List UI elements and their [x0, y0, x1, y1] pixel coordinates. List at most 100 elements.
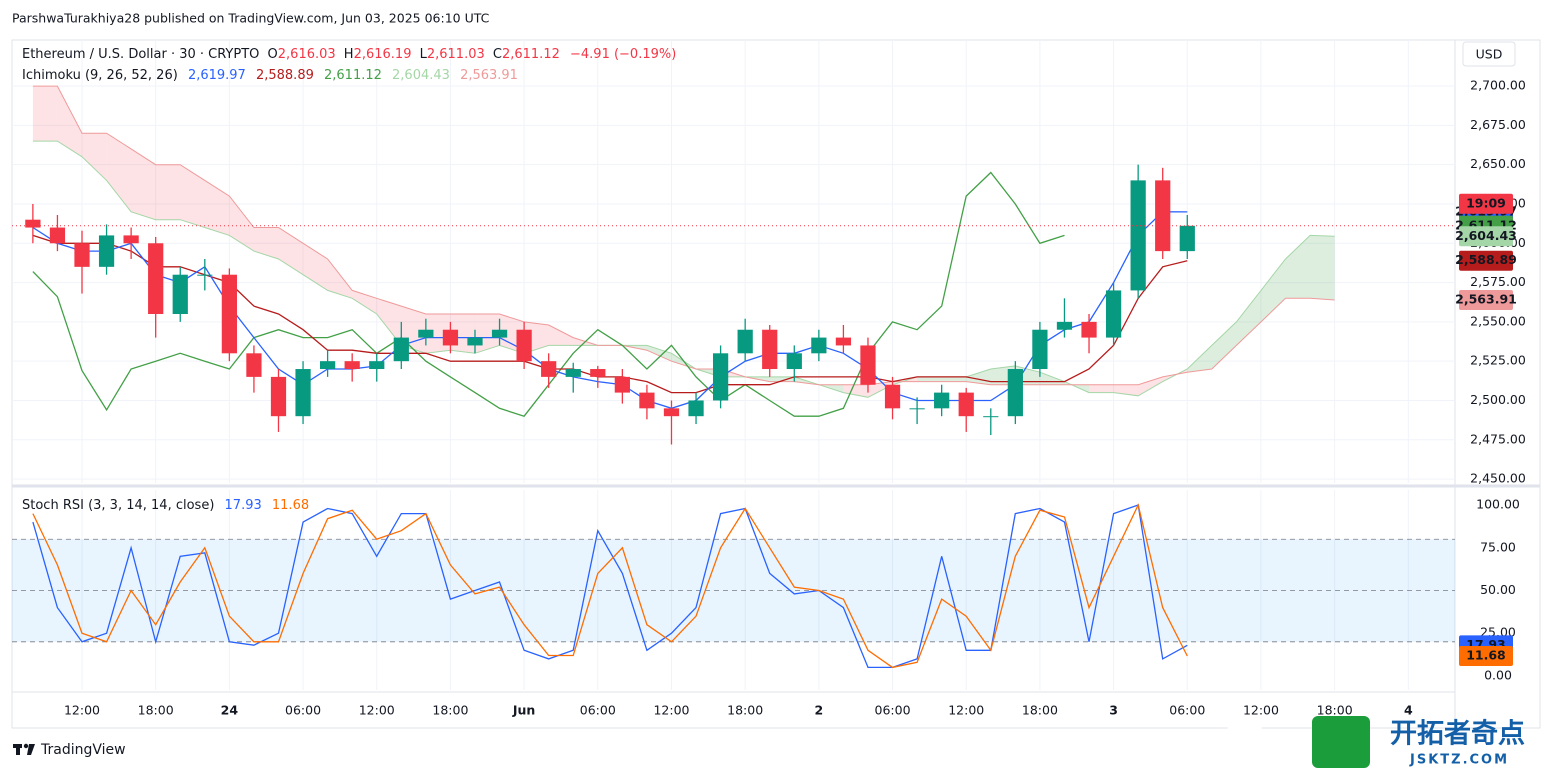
- y-tick-label: 50.00: [1480, 582, 1516, 597]
- cloud: [1260, 258, 1286, 322]
- y-tick-label: 2,475.00: [1470, 431, 1526, 446]
- x-tick-label: 24: [221, 703, 239, 718]
- o: 2,616.03: [278, 47, 336, 62]
- candle-body: [221, 274, 237, 354]
- watermark-logo: [1312, 716, 1370, 768]
- cloud: [106, 133, 132, 212]
- cloud: [1236, 290, 1261, 346]
- h-label: H: [344, 47, 354, 62]
- cloud: [278, 227, 304, 275]
- x-tick-label: 06:00: [1169, 703, 1205, 718]
- candle-body: [98, 235, 115, 267]
- ichimoku-legend: Ichimoku (9, 26, 52, 26) 2,619.97 2,588.…: [22, 68, 518, 83]
- candle-body: [1007, 369, 1023, 417]
- candle-body: [884, 384, 901, 409]
- x-tick-label: 18:00: [1317, 703, 1353, 718]
- candle-body: [123, 235, 139, 244]
- price-tag: [1459, 226, 1513, 247]
- candle-body: [860, 345, 876, 385]
- candle-body: [491, 329, 508, 338]
- cloud: [253, 227, 279, 259]
- candle-body: [1105, 290, 1122, 338]
- y-tick-label: 2,450.00: [1470, 471, 1526, 486]
- candle-body: [393, 337, 409, 362]
- candle-body: [958, 392, 974, 417]
- cloud: [131, 148, 156, 220]
- price-tag-label: 2,588.89: [1455, 252, 1517, 267]
- cloud: [204, 180, 230, 236]
- y-tick-label: 2,650.00: [1470, 156, 1526, 171]
- x-tick-label: 12:00: [64, 703, 100, 718]
- y-tick-label: 2,700.00: [1470, 78, 1526, 93]
- cloud: [1089, 384, 1114, 393]
- cloud: [1187, 345, 1212, 373]
- watermark: B 开拓者奇点 JSKTZ.COM: [1224, 716, 1525, 768]
- candle-body: [1155, 180, 1171, 252]
- cloud: [1138, 376, 1163, 396]
- price-tag: [1459, 250, 1513, 271]
- logo-part: [23, 743, 29, 749]
- candle-body: [418, 329, 434, 338]
- candle-body: [295, 369, 311, 417]
- cloud: [303, 243, 328, 291]
- cloud: [180, 164, 205, 228]
- x-tick-label: 18:00: [138, 703, 174, 718]
- y-tick-label: 2,675.00: [1470, 117, 1526, 132]
- x-tick-label: 12:00: [359, 703, 395, 718]
- x-tick-label: 12:00: [1243, 703, 1279, 718]
- cloud: [1211, 321, 1237, 370]
- cloud: [917, 376, 942, 382]
- logo-part: [27, 744, 35, 755]
- l: 2,611.03: [427, 47, 485, 62]
- candle-body: [270, 376, 287, 417]
- candle-body: [246, 353, 262, 377]
- cloud: [57, 86, 83, 157]
- h: 2,616.19: [354, 47, 412, 62]
- candle-body: [786, 353, 802, 370]
- cloud: [229, 196, 254, 252]
- y-tick-label: 2,550.00: [1470, 313, 1526, 328]
- watermark-letter: B: [1338, 722, 1356, 750]
- y-tick-label: 75.00: [1480, 539, 1516, 554]
- ichimoku-value: 2,611.12: [324, 68, 382, 83]
- candle-body: [369, 361, 385, 370]
- ichimoku-title: Ichimoku (9, 26, 52, 26): [22, 68, 178, 83]
- cloud: [843, 384, 868, 398]
- candle-body: [614, 376, 630, 393]
- currency-box: [1462, 41, 1516, 67]
- currency: USD: [1476, 47, 1503, 62]
- y-tick-label: 100.00: [1476, 497, 1520, 512]
- cloud: [327, 258, 353, 299]
- candle-body: [172, 274, 188, 315]
- candle-body: [663, 408, 680, 417]
- candle-body: [442, 329, 459, 346]
- x-tick-label: 06:00: [580, 703, 616, 718]
- candle-body: [1179, 225, 1195, 252]
- candle-body: [688, 400, 704, 417]
- candle-body: [835, 337, 852, 346]
- o-label: O: [268, 47, 278, 62]
- cloud: [155, 164, 181, 220]
- candle-body: [1130, 180, 1146, 291]
- cloud: [1285, 235, 1311, 299]
- x-tick-label: 4: [1404, 703, 1413, 718]
- candle-body: [197, 274, 213, 276]
- candle-body: [541, 361, 557, 377]
- candle-body: [983, 416, 999, 418]
- watermark-logo-inner: [1224, 722, 1263, 752]
- candle-body: [737, 329, 753, 354]
- legend: Ethereum / U.S. Dollar · 30 · CRYPTO O2,…: [22, 47, 676, 62]
- frame: [11, 39, 1541, 729]
- price-tag: [1459, 289, 1513, 310]
- candle-body: [590, 369, 606, 377]
- x-tick-label: Jun: [512, 703, 535, 718]
- published: ParshwaTurakhiya28 published on TradingV…: [12, 11, 490, 26]
- c: 2,611.12: [502, 47, 560, 62]
- change: −4.91 (−0.19%): [570, 47, 676, 62]
- ichimoku-value: 2,619.97: [188, 68, 246, 83]
- price-tag: [1459, 646, 1513, 667]
- cloud: [548, 325, 574, 346]
- stoch-title: Stoch RSI (3, 3, 14, 14, close): [22, 498, 214, 513]
